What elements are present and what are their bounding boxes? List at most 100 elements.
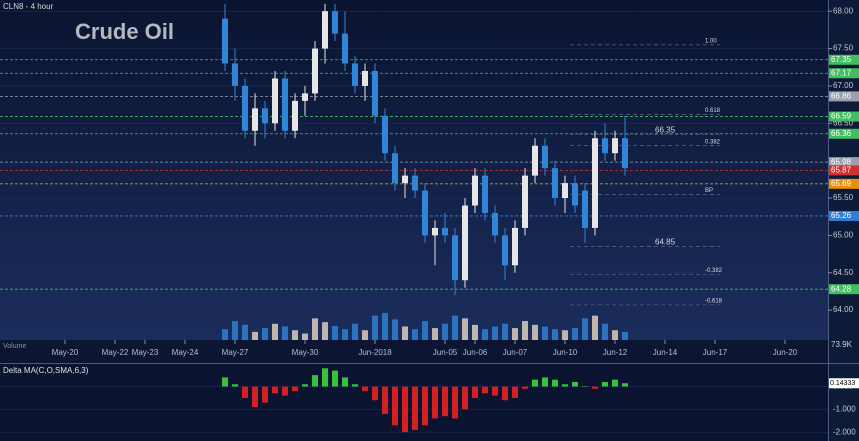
indicator-bar xyxy=(472,386,478,398)
indicator-bar xyxy=(292,386,298,392)
volume-bar xyxy=(272,323,278,340)
volume-bar xyxy=(452,315,458,340)
x-tick-label: May-24 xyxy=(172,348,199,357)
candle-body xyxy=(482,175,488,213)
volume-bar xyxy=(432,328,438,340)
volume-bar xyxy=(442,323,448,340)
candle-body xyxy=(432,227,438,236)
y-tick-label: 66.50 xyxy=(833,118,854,127)
indicator-bar xyxy=(362,386,368,392)
candle-body xyxy=(352,63,358,86)
candle-body xyxy=(512,227,518,266)
indicator-bar xyxy=(492,386,498,396)
annotation: 0.618 xyxy=(705,108,721,114)
level-label: 66.86 xyxy=(831,92,852,101)
level-label-box xyxy=(829,54,859,65)
volume-bar xyxy=(322,322,328,340)
x-tick-label: May-27 xyxy=(222,348,249,357)
indicator-bar xyxy=(462,386,468,410)
indicator-bar xyxy=(552,379,558,387)
candle-body xyxy=(372,70,378,116)
volume-bar xyxy=(552,329,558,340)
x-tick-label: Jun-10 xyxy=(553,348,578,357)
indicator-bar xyxy=(612,379,618,387)
x-tick-label: Jun-06 xyxy=(463,348,488,357)
indicator-value-box xyxy=(829,378,859,389)
candle-body xyxy=(552,168,558,199)
indicator-bar xyxy=(322,368,328,387)
indicator-bar xyxy=(372,386,378,401)
indicator-bar xyxy=(602,381,608,387)
indicator-bar xyxy=(542,377,548,387)
indicator-bar xyxy=(582,386,588,388)
indicator-bar xyxy=(222,377,228,387)
candle-body xyxy=(322,11,328,49)
candle-body xyxy=(472,175,478,206)
indicator-bar xyxy=(442,386,448,417)
volume-bar xyxy=(342,329,348,340)
volume-bar xyxy=(512,328,518,340)
volume-bar xyxy=(482,329,488,340)
level-label: 66.36 xyxy=(831,129,852,138)
level-label-box xyxy=(829,178,859,189)
candle-body xyxy=(222,18,228,64)
volume-bar xyxy=(362,330,368,340)
level-label-box xyxy=(829,111,859,122)
indicator-value: 0.14333 xyxy=(830,380,855,387)
candle-body xyxy=(602,138,608,154)
x-tick-label: Jun-2018 xyxy=(358,348,392,357)
y-tick-label: 68.00 xyxy=(833,6,854,15)
x-tick-label: May-30 xyxy=(292,348,319,357)
candle-body xyxy=(462,205,468,281)
candle-body xyxy=(622,138,628,169)
volume-bar xyxy=(372,315,378,340)
volume-bar xyxy=(502,323,508,340)
indicator-bar xyxy=(452,386,458,419)
indicator-bar xyxy=(342,377,348,387)
indicator-bar xyxy=(412,386,418,430)
indicator-bar xyxy=(522,386,528,389)
volume-bar xyxy=(602,323,608,340)
candle-body xyxy=(422,190,428,236)
candle-body xyxy=(592,138,598,228)
indicator-tick-label: -2.000 xyxy=(833,427,856,436)
volume-bar xyxy=(572,328,578,340)
indicator-bar xyxy=(422,386,428,426)
candle-body xyxy=(332,11,338,34)
x-tick-label: May-20 xyxy=(52,348,79,357)
indicator-tick-label: -1.000 xyxy=(833,404,856,413)
candle-body xyxy=(572,183,578,206)
candle-body xyxy=(252,108,258,131)
indicator-bar xyxy=(532,379,538,387)
volume-bar xyxy=(622,331,628,340)
volume-bar xyxy=(282,326,288,340)
y-tick-label: 65.00 xyxy=(833,230,854,239)
indicator-bar xyxy=(262,386,268,403)
chart-title: Crude Oil xyxy=(75,19,174,44)
annotation: -0.382 xyxy=(705,268,723,274)
annotation: 66.35 xyxy=(655,126,676,135)
candle-body xyxy=(292,100,298,131)
indicator-bar xyxy=(392,386,398,426)
indicator-bar xyxy=(502,386,508,401)
volume-bar xyxy=(352,323,358,340)
candle-body xyxy=(412,175,418,191)
volume-bar xyxy=(312,318,318,340)
candle-body xyxy=(452,235,458,281)
level-label: 65.69 xyxy=(831,179,852,188)
y-tick-label: 67.00 xyxy=(833,81,854,90)
candle-body xyxy=(282,78,288,131)
candle-body xyxy=(562,183,568,199)
indicator-bar xyxy=(432,386,438,419)
volume-bar xyxy=(242,324,248,340)
candle-body xyxy=(522,175,528,228)
y-tick-label: 64.50 xyxy=(833,268,854,277)
x-tick-label: Jun-12 xyxy=(603,348,628,357)
level-label-box xyxy=(829,68,859,79)
y-tick-label: 65.50 xyxy=(833,193,854,202)
candle-body xyxy=(382,115,388,154)
level-label-box xyxy=(829,284,859,295)
volume-bar xyxy=(522,321,528,340)
volume-max-label: 73.9K xyxy=(831,340,853,349)
